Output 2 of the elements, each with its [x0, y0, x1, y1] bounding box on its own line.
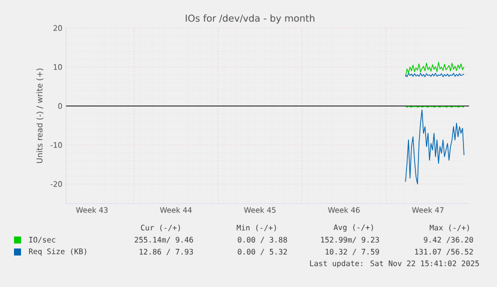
chart-title: IOs for /dev/vda - by month — [186, 14, 314, 24]
line-series — [405, 62, 464, 78]
